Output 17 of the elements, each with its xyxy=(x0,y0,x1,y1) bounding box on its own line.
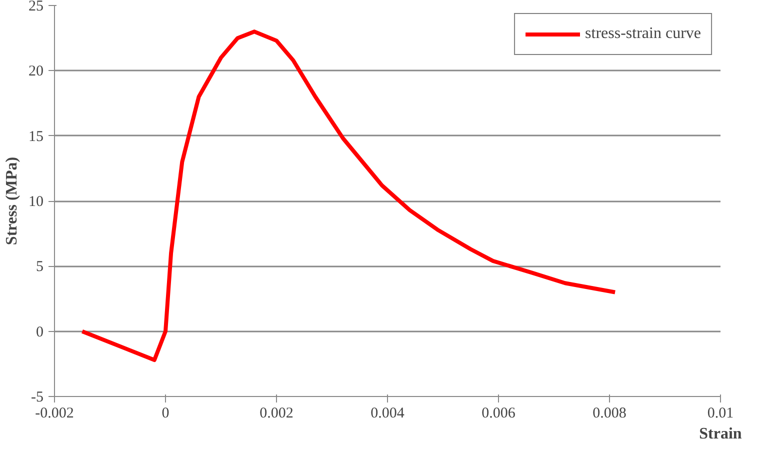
y-tick-label: 20 xyxy=(28,64,44,80)
y-tick-label: 25 xyxy=(28,0,44,14)
y-tick-label: 10 xyxy=(28,194,44,210)
x-tick-label: 0 xyxy=(162,406,170,422)
x-tick-label: 0.01 xyxy=(707,406,734,422)
x-tick-label: -0.002 xyxy=(35,406,74,422)
y-tick-label: 0 xyxy=(36,324,44,340)
x-tick-label: 0.006 xyxy=(482,406,516,422)
y-tick-label: 15 xyxy=(28,128,44,145)
x-tick-label: 0.008 xyxy=(592,406,626,422)
x-tick-label: 0.004 xyxy=(370,406,405,422)
y-axis-title: Stress (MPa) xyxy=(4,156,20,246)
y-tick-label: -5 xyxy=(31,390,44,406)
legend-label: stress-strain curve xyxy=(585,25,701,43)
x-axis-title: Strain xyxy=(699,426,742,442)
x-tick-label: 0.002 xyxy=(260,406,294,422)
y-tick-label: 5 xyxy=(36,259,44,276)
